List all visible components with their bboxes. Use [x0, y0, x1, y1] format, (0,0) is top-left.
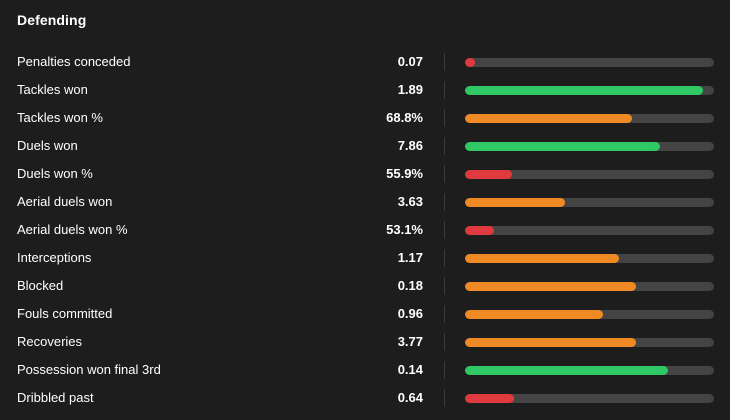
percentile-bar-fill [465, 338, 636, 347]
percentile-bar-fill [465, 114, 632, 123]
row-divider [444, 361, 445, 379]
stat-value: 0.96 [397, 306, 423, 321]
stat-value: 3.63 [397, 194, 423, 209]
row-divider [444, 277, 445, 295]
stat-row: Aerial duels won % 53.1% [0, 216, 730, 244]
percentile-bar-track [465, 142, 714, 151]
stat-label: Duels won [17, 138, 78, 153]
stat-label: Duels won % [17, 166, 93, 181]
row-divider [444, 53, 445, 71]
stat-label: Tackles won % [17, 110, 103, 125]
percentile-bar-fill [465, 226, 494, 235]
row-divider [444, 193, 445, 211]
stat-rows: Penalties conceded 0.07 Tackles won 1.89 Tac… [0, 48, 730, 412]
stat-row: Possession won final 3rd 0.14 [0, 356, 730, 384]
row-divider [444, 165, 445, 183]
percentile-bar-fill [465, 58, 475, 67]
percentile-bar-fill [465, 86, 703, 95]
row-divider [444, 249, 445, 267]
percentile-bar-fill [465, 394, 514, 403]
row-divider [444, 137, 445, 155]
percentile-bar-fill [465, 142, 661, 151]
percentile-bar-track [465, 366, 714, 375]
stat-row: Tackles won 1.89 [0, 76, 730, 104]
stat-row: Aerial duels won 3.63 [0, 188, 730, 216]
stat-label: Penalties conceded [17, 54, 131, 69]
percentile-bar-fill [465, 282, 636, 291]
stat-label: Aerial duels won % [17, 222, 128, 237]
percentile-bar-fill [465, 254, 620, 263]
stat-value: 0.18 [397, 278, 423, 293]
percentile-bar-track [465, 114, 714, 123]
stat-row: Tackles won % 68.8% [0, 104, 730, 132]
stat-label: Recoveries [17, 334, 83, 349]
percentile-bar-track [465, 254, 714, 263]
stat-row: Duels won % 55.9% [0, 160, 730, 188]
stat-row: Interceptions 1.17 [0, 244, 730, 272]
row-divider [444, 109, 445, 127]
percentile-bar-track [465, 282, 714, 291]
percentile-bar-track [465, 226, 714, 235]
stat-value: 68.8% [386, 110, 423, 125]
stat-label: Tackles won [17, 82, 88, 97]
stat-row: Fouls committed 0.96 [0, 300, 730, 328]
row-divider [444, 221, 445, 239]
stat-row: Dribbled past 0.64 [0, 384, 730, 412]
section-title: Defending [17, 12, 87, 28]
row-divider [444, 389, 445, 407]
stat-value: 3.77 [397, 334, 423, 349]
stat-row: Blocked 0.18 [0, 272, 730, 300]
stat-label: Interceptions [17, 250, 92, 265]
stat-value: 55.9% [386, 166, 423, 181]
percentile-bar-fill [465, 198, 565, 207]
percentile-bar-track [465, 86, 714, 95]
stat-label: Blocked [17, 278, 64, 293]
stat-value: 1.17 [397, 250, 423, 265]
stat-label: Dribbled past [17, 390, 94, 405]
percentile-bar-track [465, 394, 714, 403]
percentile-bar-track [465, 170, 714, 179]
stat-label: Aerial duels won [17, 194, 113, 209]
stat-value: 0.14 [397, 362, 423, 377]
stat-value: 0.07 [397, 54, 423, 69]
stat-value: 0.64 [397, 390, 423, 405]
stat-label: Fouls committed [17, 306, 113, 321]
stat-value: 53.1% [386, 222, 423, 237]
row-divider [444, 305, 445, 323]
stat-row: Duels won 7.86 [0, 132, 730, 160]
percentile-bar-fill [465, 170, 513, 179]
stat-row: Penalties conceded 0.07 [0, 48, 730, 76]
percentile-bar-track [465, 338, 714, 347]
percentile-bar-fill [465, 310, 604, 319]
percentile-bar-fill [465, 366, 668, 375]
percentile-bar-track [465, 310, 714, 319]
row-divider [444, 333, 445, 351]
stat-row: Recoveries 3.77 [0, 328, 730, 356]
stat-value: 1.89 [397, 82, 423, 97]
row-divider [444, 81, 445, 99]
stat-label: Possession won final 3rd [17, 362, 161, 377]
percentile-bar-track [465, 198, 714, 207]
percentile-bar-track [465, 58, 714, 67]
stat-value: 7.86 [397, 138, 423, 153]
